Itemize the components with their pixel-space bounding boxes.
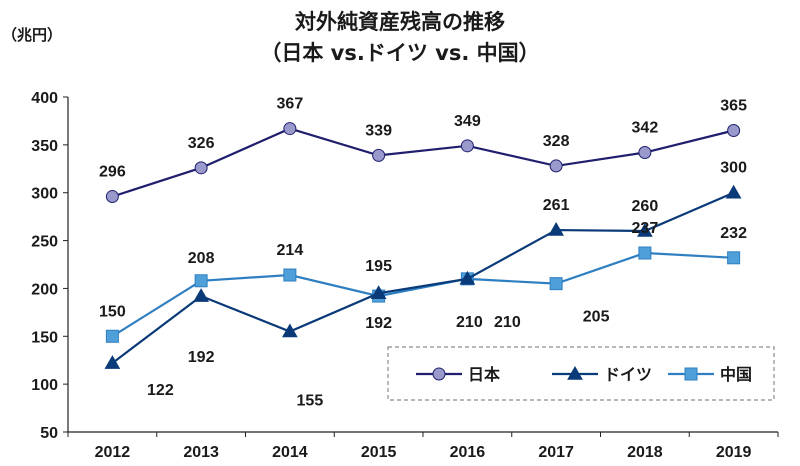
data-point-japan bbox=[638, 146, 652, 160]
series-layer bbox=[104, 122, 742, 369]
legend-label-germany: ドイツ bbox=[604, 365, 652, 384]
y-tick-label: 350 bbox=[31, 138, 58, 155]
y-tick-label: 150 bbox=[31, 329, 58, 346]
data-point-germany bbox=[548, 222, 564, 236]
data-point-china bbox=[549, 277, 563, 291]
data-label-japan: 349 bbox=[454, 113, 481, 130]
series-japan bbox=[105, 122, 741, 204]
data-label-japan: 296 bbox=[99, 164, 126, 181]
data-label-germany: 155 bbox=[297, 393, 324, 410]
x-tick-label: 2016 bbox=[450, 444, 486, 461]
data-point-germany bbox=[459, 270, 476, 285]
data-label-china: 205 bbox=[583, 309, 610, 326]
data-point-germany bbox=[637, 222, 653, 237]
x-tick-label: 2012 bbox=[95, 444, 131, 461]
data-label-germany: 195 bbox=[365, 258, 392, 275]
data-label-germany: 192 bbox=[188, 349, 215, 366]
data-label-china: 210 bbox=[494, 314, 521, 331]
legend-marker-japan bbox=[432, 367, 446, 381]
legend-label-china: 中国 bbox=[720, 365, 752, 384]
data-label-japan: 326 bbox=[188, 135, 215, 152]
legend-item-china: 中国 bbox=[668, 365, 752, 384]
legend-marker-germany bbox=[567, 365, 583, 380]
data-point-china bbox=[727, 251, 741, 265]
data-point-germany bbox=[282, 323, 298, 338]
x-tick-label: 2013 bbox=[183, 444, 219, 461]
data-point-japan bbox=[194, 161, 208, 175]
series-china bbox=[105, 246, 741, 343]
data-point-japan bbox=[460, 139, 474, 153]
data-label-japan: 328 bbox=[543, 133, 570, 150]
data-label-germany: 210 bbox=[456, 314, 483, 331]
data-point-japan bbox=[727, 124, 741, 137]
data-point-japan bbox=[283, 122, 297, 136]
legend-label-japan: 日本 bbox=[468, 365, 500, 384]
data-label-germany: 260 bbox=[632, 198, 659, 215]
data-point-germany bbox=[104, 355, 121, 369]
y-axis-ticks: 50 100 150 200 250 300 350 400 bbox=[31, 90, 68, 442]
data-point-japan bbox=[372, 148, 386, 162]
chart-subtitle: （日本 vs.ドイツ vs. 中国） bbox=[260, 41, 539, 65]
data-point-germany bbox=[725, 184, 742, 199]
y-tick-label: 400 bbox=[31, 90, 58, 107]
data-point-china bbox=[105, 329, 119, 343]
data-label-china: 192 bbox=[365, 315, 392, 332]
data-label-japan: 365 bbox=[720, 98, 747, 115]
y-tick-label: 250 bbox=[31, 234, 58, 251]
data-point-japan bbox=[549, 159, 563, 173]
x-axis-ticks: 2012 2013 2014 2015 2016 2017 2018 2019 bbox=[67, 432, 779, 461]
y-tick-label: 300 bbox=[31, 186, 58, 203]
data-label-china: 232 bbox=[720, 225, 747, 242]
data-label-japan: 342 bbox=[632, 120, 659, 137]
data-point-china bbox=[638, 246, 652, 260]
series-line-japan bbox=[112, 127, 734, 198]
series-line-germany bbox=[111, 191, 735, 364]
data-label-germany: 300 bbox=[720, 160, 747, 177]
data-point-germany bbox=[370, 285, 387, 299]
data-label-china: 237 bbox=[632, 220, 659, 237]
series-line-china bbox=[111, 251, 734, 338]
chart-title: 対外純資産残高の推移 bbox=[295, 10, 505, 34]
data-label-china: 208 bbox=[188, 250, 215, 267]
y-axis-unit-label: （兆円） bbox=[2, 26, 62, 44]
y-tick-label: 50 bbox=[40, 425, 58, 442]
x-tick-label: 2014 bbox=[272, 444, 308, 461]
data-point-china bbox=[194, 274, 208, 288]
data-label-japan: 367 bbox=[277, 96, 304, 113]
y-tick-label: 100 bbox=[31, 377, 58, 394]
x-tick-label: 2018 bbox=[627, 444, 663, 461]
x-tick-label: 2015 bbox=[361, 444, 397, 461]
series-germany bbox=[104, 184, 742, 369]
data-label-china: 150 bbox=[99, 303, 126, 320]
legend: 日本 ドイツ 中国 bbox=[387, 346, 775, 401]
legend-item-japan: 日本 bbox=[416, 365, 500, 384]
y-tick-label: 200 bbox=[31, 281, 58, 298]
data-point-china bbox=[283, 268, 297, 282]
data-point-germany bbox=[193, 288, 209, 302]
data-point-japan bbox=[105, 190, 119, 204]
x-tick-label: 2017 bbox=[538, 444, 574, 461]
data-label-china: 214 bbox=[277, 242, 304, 259]
data-label-germany: 122 bbox=[147, 382, 174, 399]
legend-item-germany: ドイツ bbox=[552, 365, 652, 384]
data-label-germany: 261 bbox=[543, 197, 570, 214]
data-label-japan: 339 bbox=[365, 122, 392, 139]
x-tick-label: 2019 bbox=[716, 444, 752, 461]
legend-marker-china bbox=[684, 367, 698, 381]
data-labels: 296 326 367 339 349 328 342 365 122 192 155 195 210 2… bbox=[99, 96, 747, 410]
